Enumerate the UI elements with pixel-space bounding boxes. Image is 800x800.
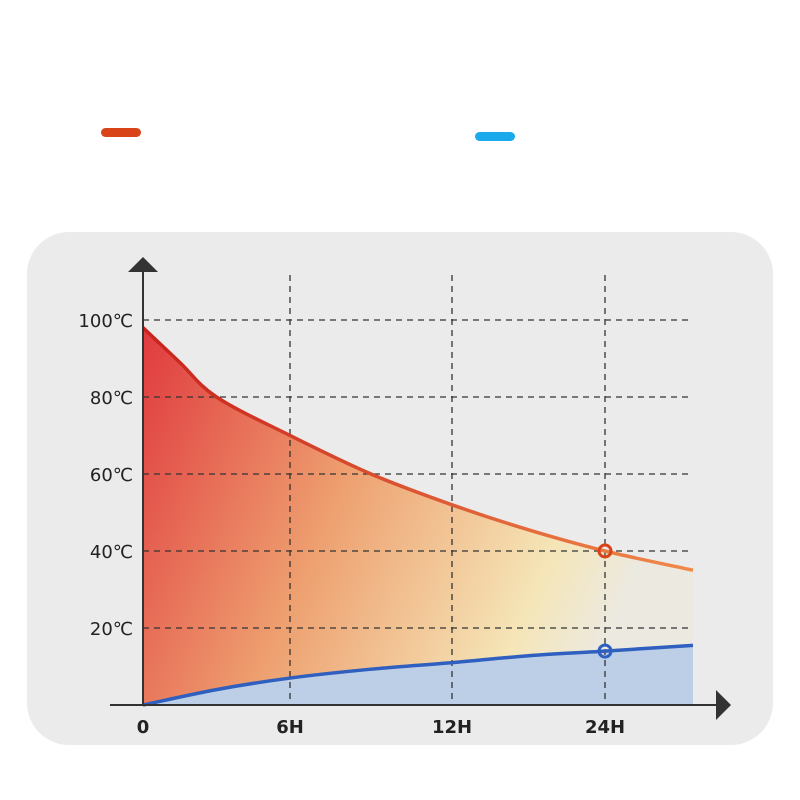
x-axis-arrow bbox=[716, 690, 731, 720]
x-tick-label: 6H bbox=[276, 717, 304, 738]
y-tick-label: 60℃ bbox=[90, 465, 133, 486]
hot-line bbox=[141, 326, 694, 572]
hot-area bbox=[143, 327, 693, 705]
x-tick-label: 12H bbox=[432, 717, 472, 738]
legend bbox=[101, 128, 515, 141]
legend-swatch-cold bbox=[475, 132, 515, 141]
y-tick-label: 20℃ bbox=[90, 619, 133, 640]
x-tick-label: 24H bbox=[585, 717, 625, 738]
y-tick-label: 100℃ bbox=[78, 311, 133, 332]
y-axis-arrow bbox=[128, 257, 158, 272]
cold-area bbox=[143, 645, 693, 705]
y-tick-label: 80℃ bbox=[90, 388, 133, 409]
hot-marker bbox=[597, 543, 613, 559]
legend-swatch-hot bbox=[101, 128, 141, 137]
cold-line bbox=[142, 643, 694, 707]
y-tick-label: 40℃ bbox=[90, 542, 133, 563]
cold-marker bbox=[597, 643, 613, 659]
x-tick-label: 0 bbox=[137, 717, 150, 738]
